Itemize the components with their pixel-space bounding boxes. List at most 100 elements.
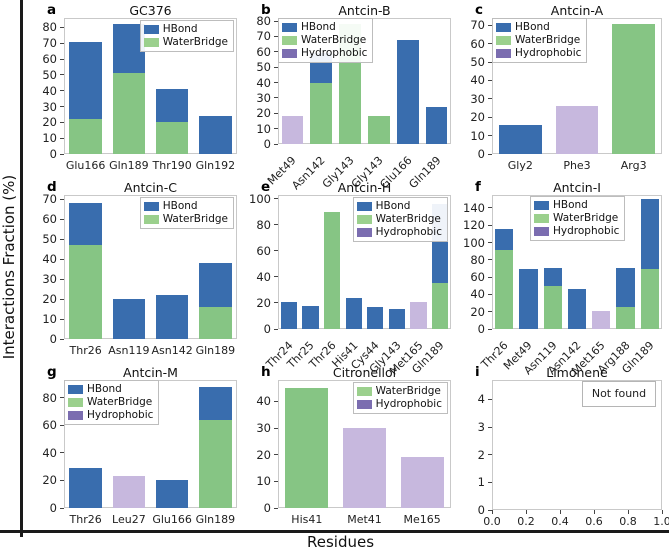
panel-title-f: Antcin-I [553,180,601,195]
panel-letter-d: d [47,179,57,195]
y-tick-label: 40 [256,75,271,90]
panel-c: c Antcin-A 0 10 20 30 40 50 60 70 Gly2 Phe3 Arg3 HBon… [456,2,667,178]
y-tick-mark [488,43,492,45]
legend-entry-waterbridge: WaterBridge [143,213,228,226]
y-tick-mark [488,116,492,118]
y-tick-mark [488,79,492,81]
legend-label: HBond [375,200,411,212]
y-tick-mark [60,238,64,240]
y-tick-label: 30 [256,90,271,105]
not-found-box: Not found [582,381,656,407]
bar-segment-hydrophobic [112,476,146,508]
legend-entry-hbond: HBond [496,21,581,34]
bar-segment-hydrophobic [342,428,387,508]
legend-entry-hbond: HBond [143,23,228,36]
y-tick-label: 10 [256,121,271,136]
y-tick-label: 0 [263,322,271,336]
y-tick-mark [488,242,492,244]
x-tick-label: 0.6 [585,515,603,528]
y-tick-mark [60,507,64,509]
x-tick-label: Gln189 [109,159,149,172]
legend-swatch-hydrophobic [356,400,372,409]
y-tick-label: 20 [256,295,271,310]
legend-swatch-hydrophobic [356,228,372,237]
x-tick-label: Thr26 [69,344,102,357]
panel-title-e: Antcin-H [337,180,392,195]
y-tick-mark [488,398,492,400]
x-tick-label: Met41 [347,513,382,526]
panel-a: a GC376 0 10 20 30 40 50 60 70 80 Glu166 Gln189 Thr19… [28,2,242,178]
y-tick-label: 60 [256,44,271,59]
bar-segment-hbond [112,299,146,339]
bar-segment-hbond [69,41,102,120]
y-tick-label: 70 [256,29,271,44]
legend-swatch-hydrophobic [282,49,297,58]
legend-swatch-hydrophobic [496,49,511,58]
x-tick-label: 0.4 [551,515,569,528]
panel-letter-a: a [47,2,57,18]
y-tick-mark [60,424,64,426]
y-tick-mark [60,298,64,300]
y-tick-mark [488,276,492,278]
bar-segment-hbond [367,306,384,329]
y-tick-label: 30 [42,99,57,114]
legend-entry-hbond: HBond [356,200,442,213]
bar-segment-hbond [155,480,189,508]
y-tick-mark [488,481,492,483]
y-tick-mark [274,276,278,278]
y-tick-mark [488,153,492,155]
panel-title-a: GC376 [129,3,172,18]
legend-swatch-waterbridge [143,38,159,47]
y-tick-mark [60,106,64,108]
panel-letter-b: b [261,2,271,18]
y-tick-mark [274,250,278,252]
y-tick-mark [488,24,492,26]
y-tick-mark [488,293,492,295]
y-tick-label: 60 [470,36,485,51]
legend-label: WaterBridge [553,212,619,224]
panel-g: g Antcin-M 0 20 40 60 80 Thr26 Leu27 Glu166 Gln189… [28,364,242,532]
legend-entry-hbond: HBond [534,199,619,212]
y-tick-mark [60,198,64,200]
bar-segment-waterbridge [310,82,333,144]
y-tick-label: 20 [42,473,57,488]
y-tick-label: 40 [256,394,271,409]
legend-entry-waterbridge: WaterBridge [282,34,367,47]
panel-letter-f: f [475,179,481,195]
x-tick-label: Phe3 [563,159,591,172]
y-tick-label: 50 [470,55,485,70]
y-tick-label: 20 [42,292,57,306]
legend-h: WaterBridge Hydrophobic [352,382,448,414]
panel-f: f Antcin-I 0 20 40 60 80 100 120 140 Thr26 Met49 Asn… [456,179,667,377]
y-tick-mark [60,90,64,92]
y-tick-label: 60 [42,418,57,433]
y-tick-label: 60 [42,52,57,67]
legend-entry-hbond: HBond [143,200,228,213]
y-tick-mark [488,509,492,511]
y-tick-label: 80 [470,252,485,267]
bar-segment-hbond [199,263,232,307]
legend-swatch-waterbridge [496,36,511,45]
y-tick-label: 30 [42,272,57,286]
legend-swatch-hydrophobic [534,227,549,236]
y-tick-label: 50 [42,232,57,246]
bar-segment-hbond [69,203,102,245]
x-tick-label: Me165 [403,513,441,526]
x-tick-mark [627,510,629,514]
y-tick-mark [488,224,492,226]
bar-segment-hydrophobic [400,457,444,508]
x-tick-label: His41 [291,513,323,526]
y-tick-label: 10 [42,131,57,146]
y-tick-mark [488,207,492,209]
x-tick-label: Arg3 [620,159,647,172]
legend-b: HBond WaterBridge Hydrophobic [278,18,374,63]
panel-h: h Citronellol 0 10 20 30 40 His41 Met41 Me165 Wate… [242,364,456,532]
y-tick-mark [274,20,278,22]
bar-segment-waterbridge [69,245,102,339]
panel-letter-e: e [261,179,271,195]
bar-segment-waterbridge [640,269,659,329]
legend-label: Hydrophobic [87,409,154,421]
legend-label: WaterBridge [162,213,228,225]
y-tick-mark [488,135,492,137]
bar-segment-waterbridge [368,116,390,144]
